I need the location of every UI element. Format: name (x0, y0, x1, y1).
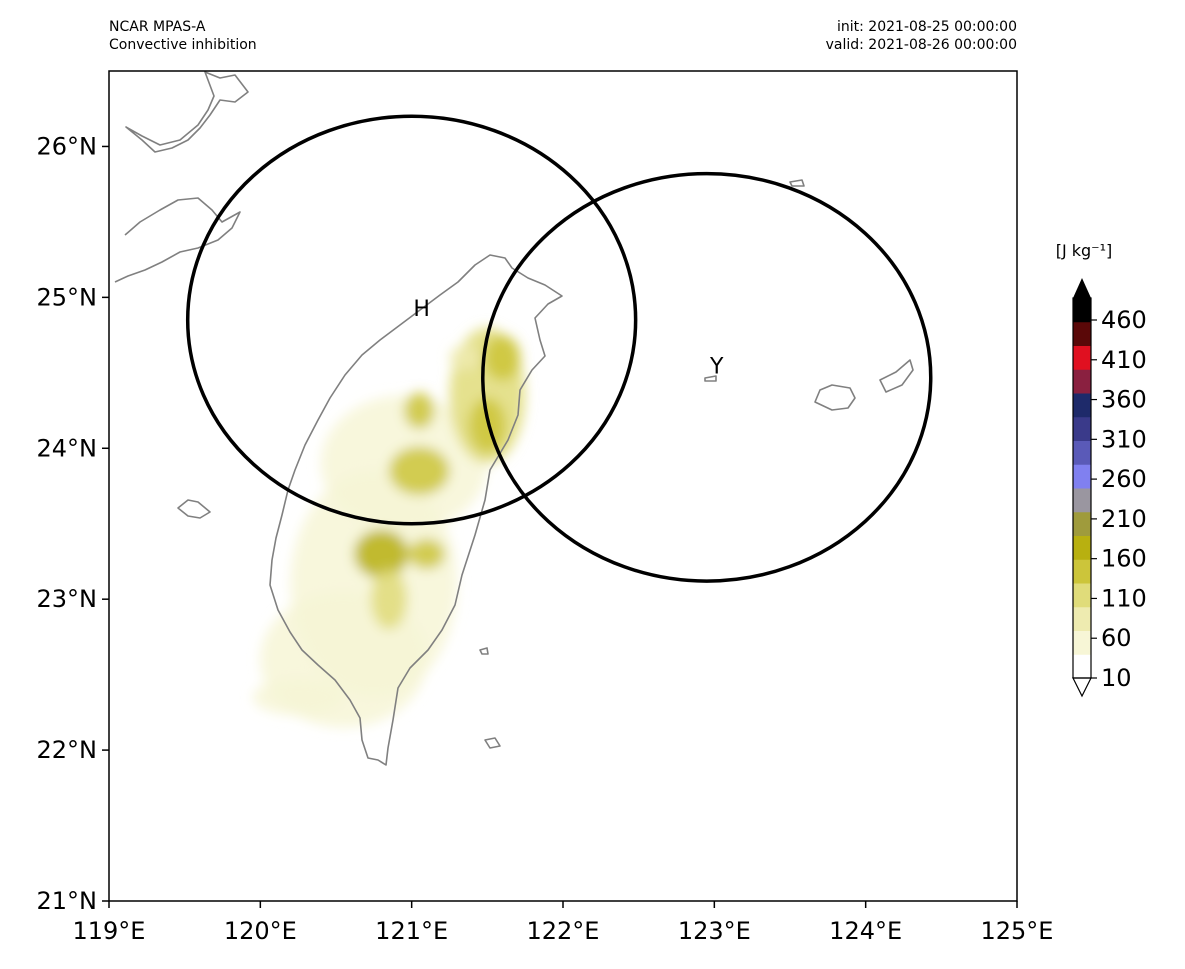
plot-header-left: NCAR MPAS-A Convective inhibition (109, 18, 257, 54)
colorbar-label-5: 210 (1101, 505, 1147, 533)
colorbar-segment-10 (1073, 416, 1091, 441)
range-circle-H (185, 114, 638, 526)
colorbar-min-extension (1072, 677, 1092, 698)
colorbar-outline (1072, 297, 1092, 679)
lat-tick-label-2: 23°N (37, 585, 98, 613)
lanyu-coastline (484, 737, 501, 749)
colorbar-segment-3 (1073, 583, 1091, 608)
colorbar-segment-15 (1073, 298, 1091, 323)
colorbar-segment-11 (1073, 393, 1091, 418)
map-frame (108, 70, 1018, 902)
lon-tick-label-0: 119°E (73, 917, 146, 945)
map-panel: HY (114, 71, 933, 766)
colorbar-segment-2 (1073, 606, 1091, 631)
longitude-axis: 119°E 120°E 121°E 122°E 123°E 124°E 125°E (73, 901, 1054, 945)
colorbar-segment-14 (1073, 321, 1091, 346)
cin-contour-8 (370, 569, 408, 630)
latitude-axis: 21°N 22°N 23°N 24°N 25°N 26°N (37, 132, 109, 915)
colorbar-label-9: 10 (1101, 664, 1132, 692)
lon-tick-label-6: 125°E (981, 917, 1054, 945)
cin-contour-6 (388, 446, 450, 496)
colorbar-label-1: 410 (1101, 346, 1147, 374)
colorbar: 460 410 360 310 260 210 160 110 60 10 (1072, 278, 1147, 698)
colorbar-segment-4 (1073, 559, 1091, 584)
china-coastline (125, 71, 249, 153)
colorbar-units: [J kg⁻¹] (1056, 241, 1113, 260)
cin-contour-5 (404, 392, 435, 429)
site-label-H: H (413, 297, 430, 322)
cin-contour-9 (408, 538, 445, 570)
lon-tick-label-1: 120°E (224, 917, 297, 945)
cin-contour-10 (484, 335, 521, 381)
range-circle-Y (481, 171, 933, 583)
lat-tick-label-4: 25°N (37, 283, 98, 311)
colorbar-max-extension (1073, 278, 1091, 298)
colorbar-segment-7 (1073, 488, 1091, 513)
colorbar-segment-13 (1073, 345, 1091, 370)
colorbar-segment-0 (1073, 654, 1091, 679)
ishigaki-coastline (814, 384, 856, 411)
cin-field (252, 327, 526, 728)
colorbar-label-8: 60 (1101, 624, 1132, 652)
valid-time: valid: 2021-08-26 00:00:00 (825, 37, 1017, 53)
penghu-coastline (177, 499, 211, 519)
lon-tick-label-4: 123°E (678, 917, 751, 945)
colorbar-label-6: 160 (1101, 545, 1147, 573)
colorbar-label-7: 110 (1101, 584, 1147, 612)
colorbar-label-4: 260 (1101, 465, 1147, 493)
lat-tick-label-0: 21°N (37, 887, 98, 915)
taiwan-coastline (269, 254, 563, 766)
lon-tick-label-2: 121°E (375, 917, 448, 945)
range-circles: HY (185, 114, 933, 583)
yonaguni-coastline (704, 375, 717, 382)
miyako-coastline (879, 359, 914, 393)
site-label-Y: Y (709, 354, 724, 379)
lat-tick-label-1: 22°N (37, 736, 98, 764)
lat-tick-label-5: 26°N (37, 132, 98, 160)
colorbar-segment-8 (1073, 464, 1091, 489)
ludao-coastline (479, 647, 489, 655)
init-time: init: 2021-08-25 00:00:00 (837, 19, 1017, 35)
colorbar-segment-12 (1073, 369, 1091, 394)
cin-contour-3 (252, 679, 344, 716)
cin-contour-7 (354, 529, 409, 579)
colorbar-segment-5 (1073, 535, 1091, 560)
field-name: Convective inhibition (109, 37, 257, 53)
senkaku-coastline (789, 179, 805, 187)
model-name: NCAR MPAS-A (109, 19, 206, 35)
lat-tick-label-3: 24°N (37, 434, 98, 462)
lon-tick-label-5: 124°E (829, 917, 902, 945)
colorbar-segment-9 (1073, 440, 1091, 465)
cin-contour-12 (449, 345, 480, 370)
colorbar-label-0: 460 (1101, 306, 1147, 334)
colorbar-segment-1 (1073, 630, 1091, 655)
fujian-coastline (114, 197, 241, 283)
colorbar-label-2: 360 (1101, 386, 1147, 414)
coastlines (114, 71, 914, 766)
lon-tick-label-3: 122°E (527, 917, 600, 945)
colorbar-label-3: 310 (1101, 425, 1147, 453)
plot-header-right: init: 2021-08-25 00:00:00 valid: 2021-08… (826, 18, 1017, 54)
colorbar-segment-6 (1073, 511, 1091, 536)
